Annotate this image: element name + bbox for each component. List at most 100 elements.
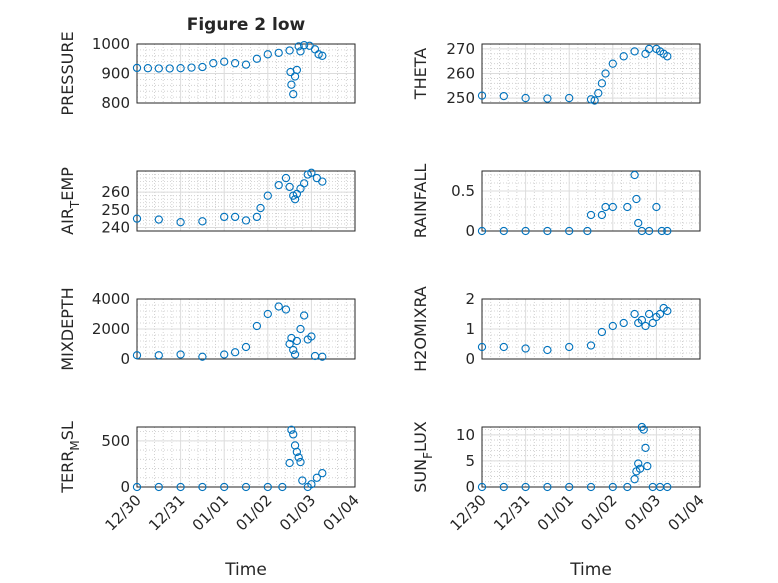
data-point [499, 482, 508, 492]
axes-box [136, 170, 356, 232]
data-point [521, 482, 530, 492]
y-axis-label: RAINFALL [411, 164, 430, 239]
data-point [241, 60, 251, 69]
x-tick-label: 01/02 [577, 491, 620, 534]
data-point [634, 218, 643, 228]
data-point [289, 345, 298, 355]
data-point [154, 351, 163, 360]
data-point [477, 226, 487, 236]
data-point [641, 321, 650, 331]
data-point [292, 447, 302, 457]
data-point [565, 482, 574, 492]
data-point [619, 318, 628, 328]
data-point [230, 348, 240, 357]
y-tick-label: 2 [465, 290, 475, 308]
data-point [637, 315, 647, 325]
data-point [298, 476, 307, 485]
y-axis-label: SUNFLUX [411, 421, 435, 493]
data-point [132, 63, 142, 73]
data-point [601, 69, 610, 78]
data-point [543, 94, 552, 103]
data-point [263, 50, 272, 59]
data-point [294, 453, 303, 462]
data-point [657, 226, 666, 236]
data-point [296, 457, 305, 467]
data-point [154, 215, 163, 224]
x-tick-label: 01/01 [189, 491, 232, 534]
data-point [630, 47, 639, 56]
data-point [318, 177, 327, 186]
data-point [307, 480, 316, 489]
data-point [586, 341, 596, 350]
data-point [521, 226, 530, 236]
subplot-8: 0 5 10 SUNFLUX 12/30 12/31 01/01 01/02 01/03 01/0… [411, 421, 708, 580]
y-tick-label: 500 [101, 432, 130, 450]
data-point [252, 321, 262, 331]
y-tick-label: 240 [101, 218, 130, 236]
data-point [274, 302, 283, 311]
data-point [285, 182, 294, 192]
axes-box [136, 43, 356, 104]
y-tick-label: 0 [465, 350, 475, 368]
data-point [663, 306, 672, 316]
data-point [307, 168, 316, 177]
data-point [643, 461, 652, 471]
data-point [263, 191, 272, 200]
data-point [281, 173, 291, 183]
x-tick-label: 01/03 [621, 491, 664, 534]
x-tick-label: 12/30 [447, 491, 490, 534]
data-point [663, 226, 672, 236]
data-point [608, 202, 617, 212]
data-point [608, 321, 617, 331]
data-point [623, 202, 632, 212]
subplot-6: 0 1 2 H2OMIXRA [411, 286, 701, 372]
y-axis-label: AIRTEMP [58, 167, 82, 235]
data-point [198, 217, 207, 226]
data-point [641, 443, 650, 453]
data-point [198, 62, 207, 72]
y-tick-label: 800 [101, 94, 130, 112]
y-tick-label: 260 [446, 65, 475, 83]
y-axis-label: THETA [411, 48, 430, 100]
y-axis-label: TERRMSL [58, 421, 82, 494]
y-tick-label: 0 [120, 478, 130, 496]
data-point [263, 309, 272, 319]
y-axis-label: MIXDEPTH [58, 287, 77, 370]
data-point [318, 352, 327, 361]
data-point [220, 212, 229, 222]
data-point [287, 80, 296, 89]
data-point [318, 51, 327, 60]
y-tick-label: 260 [101, 183, 130, 201]
data-point [648, 318, 657, 328]
axes-box [481, 170, 701, 232]
y-axis-label-subscript: M [68, 440, 82, 450]
data-point [623, 482, 632, 492]
data-point [663, 52, 672, 61]
data-point [477, 342, 487, 352]
figure-title: Figure 2 low [187, 15, 306, 35]
y-tick-label: 1 [465, 320, 475, 338]
data-point [499, 226, 508, 236]
data-point [594, 89, 603, 98]
axes-box [136, 426, 356, 488]
data-point [241, 216, 251, 225]
y-tick-label: 0 [465, 222, 475, 240]
y-tick-label: 1000 [92, 35, 130, 53]
data-point [597, 79, 607, 88]
data-point [285, 339, 294, 349]
data-point [294, 42, 303, 51]
data-point [278, 482, 287, 492]
axes-box [136, 298, 356, 360]
data-point [608, 482, 617, 492]
data-point [292, 65, 302, 75]
data-point [289, 430, 298, 439]
x-axis-label: Time [224, 560, 267, 580]
y-axis-label-subscript: T [68, 200, 82, 209]
data-point [630, 170, 639, 180]
data-point [296, 324, 305, 334]
data-point [132, 482, 142, 492]
data-point [565, 226, 574, 236]
x-tick-label: 12/31 [145, 491, 188, 534]
y-tick-label: 270 [446, 40, 475, 58]
